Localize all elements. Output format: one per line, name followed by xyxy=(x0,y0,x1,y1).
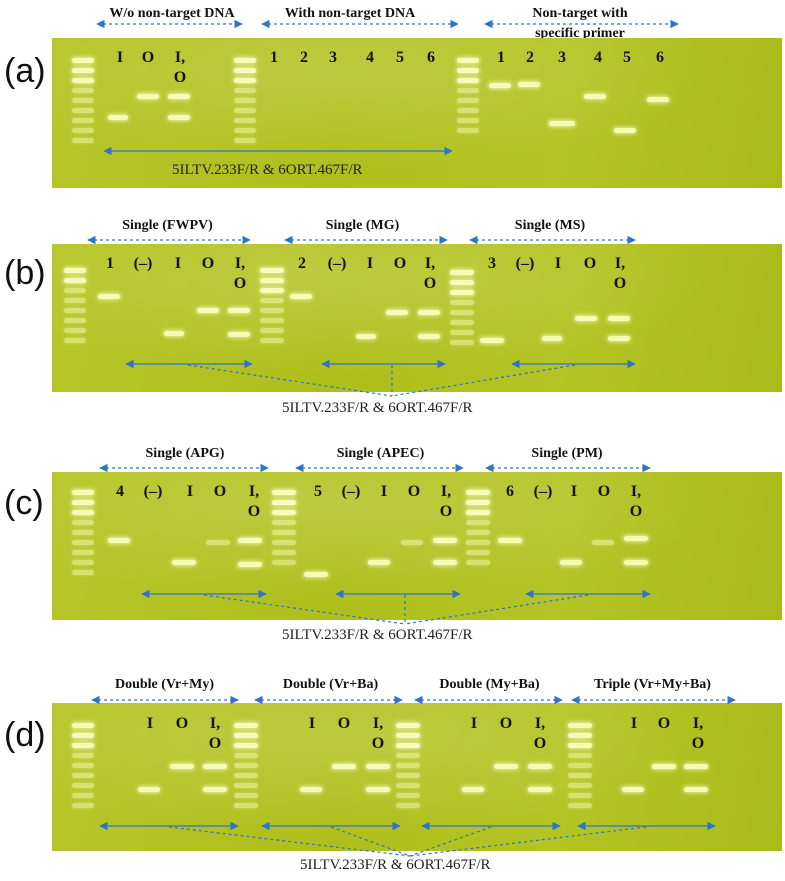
lane-label: I xyxy=(554,255,562,272)
group-label-c1: Single (APG) xyxy=(145,446,225,461)
lane-label: 4 xyxy=(594,49,602,66)
lane-label: 3 xyxy=(558,49,566,66)
group-label-d4: Triple (Vr+My+Ba) xyxy=(594,677,711,692)
group-label-a3: Non-target with xyxy=(532,6,628,21)
lane-label: I, xyxy=(248,483,260,500)
lane-label: O xyxy=(141,49,155,66)
panel-label-d: (d) xyxy=(4,716,46,754)
lane-label: O xyxy=(423,275,437,292)
lane-label: I xyxy=(186,483,194,500)
lane-label: (–) xyxy=(327,255,347,272)
lane-label: I, xyxy=(614,255,626,272)
lane-label: 3 xyxy=(488,255,496,272)
group-label-d2: Double (Vr+Ba) xyxy=(282,677,379,692)
group-label-d3: Double (My+Ba) xyxy=(439,677,540,692)
lane-label: O xyxy=(173,69,187,86)
lane-label: O xyxy=(691,735,705,752)
lane-label: I, xyxy=(692,715,704,732)
group-label-c2: Single (APEC) xyxy=(336,446,425,461)
lane-label: (–) xyxy=(341,483,361,500)
lane-label: O xyxy=(439,503,453,520)
lane-label: (–) xyxy=(143,483,163,500)
group-label-d1: Double (Vr+My) xyxy=(114,677,215,692)
lane-label: O xyxy=(233,275,247,292)
connector-lines xyxy=(203,594,589,625)
lane-label: 2 xyxy=(526,49,534,66)
lane-label: 3 xyxy=(329,49,337,66)
lane-label: I xyxy=(630,715,638,732)
lane-label: 6 xyxy=(656,49,664,66)
lane-label: O xyxy=(657,715,671,732)
lane-label: (–) xyxy=(533,483,553,500)
lane-label: I, xyxy=(234,255,246,272)
connector-lines xyxy=(168,826,647,857)
panel-label-b: (b) xyxy=(4,254,46,292)
primer-label-b: 5ILTV.233F/R & 6ORT.467F/R xyxy=(282,400,473,416)
lane-label: 4 xyxy=(116,483,124,500)
lane-label: O xyxy=(247,503,261,520)
lane-label: (–) xyxy=(133,255,153,272)
lane-label: I xyxy=(380,483,388,500)
primer-label-a: 5ILTV.233F/R & 6ORT.467F/R xyxy=(172,162,363,178)
lane-label: I, xyxy=(440,483,452,500)
group-label-a2: With non-target DNA xyxy=(284,6,416,21)
lane-label: 2 xyxy=(298,255,306,272)
lane-label: I, xyxy=(209,715,221,732)
lane-label: I xyxy=(308,715,316,732)
panel-label-a: (a) xyxy=(4,52,46,90)
lane-label: O xyxy=(533,735,547,752)
lane-label: I, xyxy=(630,483,642,500)
lane-label: 1 xyxy=(497,49,505,66)
lane-label: O xyxy=(371,735,385,752)
lane-label: I xyxy=(366,255,374,272)
lane-label: 1 xyxy=(106,255,114,272)
lane-label: O xyxy=(629,503,643,520)
lane-label: 6 xyxy=(427,49,435,66)
group-label-c3: Single (PM) xyxy=(531,446,603,461)
lane-label: 1 xyxy=(270,49,278,66)
lane-label: 4 xyxy=(366,49,374,66)
lane-label: I xyxy=(116,49,124,66)
lane-label: O xyxy=(393,255,407,272)
lane-label: I xyxy=(470,715,478,732)
lane-label: O xyxy=(213,483,227,500)
group-label-a1: W/o non-target DNA xyxy=(109,6,235,21)
group-label-a3-line2: specific primer xyxy=(535,26,625,41)
lane-label: I, xyxy=(372,715,384,732)
group-label-b2: Single (MG) xyxy=(325,218,400,233)
lane-label: 6 xyxy=(506,483,514,500)
lane-label: 5 xyxy=(314,483,322,500)
lane-label: 5 xyxy=(396,49,404,66)
lane-label: I xyxy=(146,715,154,732)
lane-label: I, xyxy=(174,49,186,66)
lane-label: 2 xyxy=(300,49,308,66)
connector-lines xyxy=(187,364,576,397)
lane-label: O xyxy=(201,255,215,272)
primer-label-c: 5ILTV.233F/R & 6ORT.467F/R xyxy=(282,627,473,643)
group-label-b1: Single (FWPV) xyxy=(122,218,213,233)
primer-label-d: 5ILTV.233F/R & 6ORT.467F/R xyxy=(300,857,491,873)
lane-label: I xyxy=(174,255,182,272)
lane-label: 5 xyxy=(623,49,631,66)
lane-label: O xyxy=(499,715,513,732)
lane-label: O xyxy=(337,715,351,732)
lane-label: I, xyxy=(424,255,436,272)
lane-label: I xyxy=(570,483,578,500)
lane-label: O xyxy=(613,275,627,292)
group-label-b3: Single (MS) xyxy=(514,218,586,233)
lane-label: I, xyxy=(534,715,546,732)
gel-image-a xyxy=(52,38,782,188)
lane-label: O xyxy=(208,735,222,752)
lane-label: (–) xyxy=(515,255,535,272)
panel-label-c: (c) xyxy=(4,484,44,522)
lane-label: O xyxy=(407,483,421,500)
lane-label: O xyxy=(597,483,611,500)
lane-label: O xyxy=(175,715,189,732)
lane-label: O xyxy=(583,255,597,272)
